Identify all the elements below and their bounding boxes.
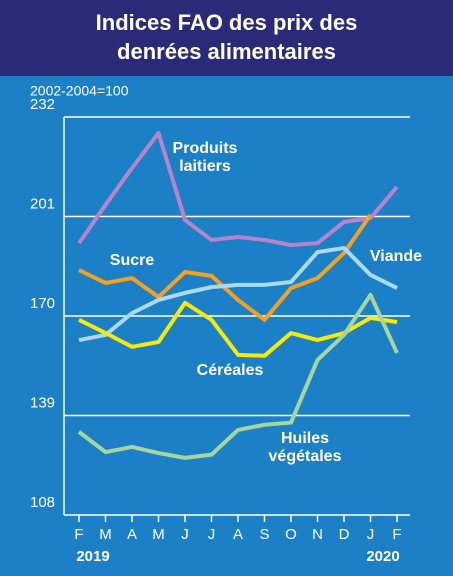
x-tick-label: J (208, 526, 216, 543)
series-label: Viande (369, 248, 423, 265)
series-label: Sucre (109, 252, 155, 269)
y-axis-label: 2002-2004=100 (30, 83, 129, 99)
line-series (77, 131, 399, 248)
y-tick-label: 139 (30, 394, 55, 411)
x-tick-label: F (74, 526, 83, 543)
y-tick-label: 201 (30, 195, 55, 212)
x-tick-label: S (259, 526, 269, 543)
x-tick-label: N (312, 526, 323, 543)
series-label: Huiles végétales (268, 430, 342, 465)
x-tick-label: A (233, 526, 243, 543)
x-tick-label: D (339, 526, 350, 543)
title-bar (0, 0, 453, 76)
x-tick-label: M (99, 526, 112, 543)
y-tick-label: 108 (30, 494, 55, 511)
series-label: Produits laitiers (172, 140, 238, 175)
y-tick-label: 232 (30, 96, 55, 113)
x-tick-label: J (367, 526, 375, 543)
year-label: 2019 (76, 548, 109, 565)
line-series (77, 292, 399, 460)
series-label: Céréales (196, 362, 264, 379)
line-series (78, 245, 398, 343)
x-tick-label: J (181, 526, 189, 543)
year-label: 2020 (366, 548, 399, 565)
x-tick-label: M (152, 526, 165, 543)
y-tick-label: 170 (30, 295, 55, 312)
x-tick-label: O (285, 526, 297, 543)
chart-title: Indices FAO des prix des denrées aliment… (95, 10, 358, 64)
x-tick-label: F (392, 526, 401, 543)
x-tick-label: A (127, 526, 137, 543)
